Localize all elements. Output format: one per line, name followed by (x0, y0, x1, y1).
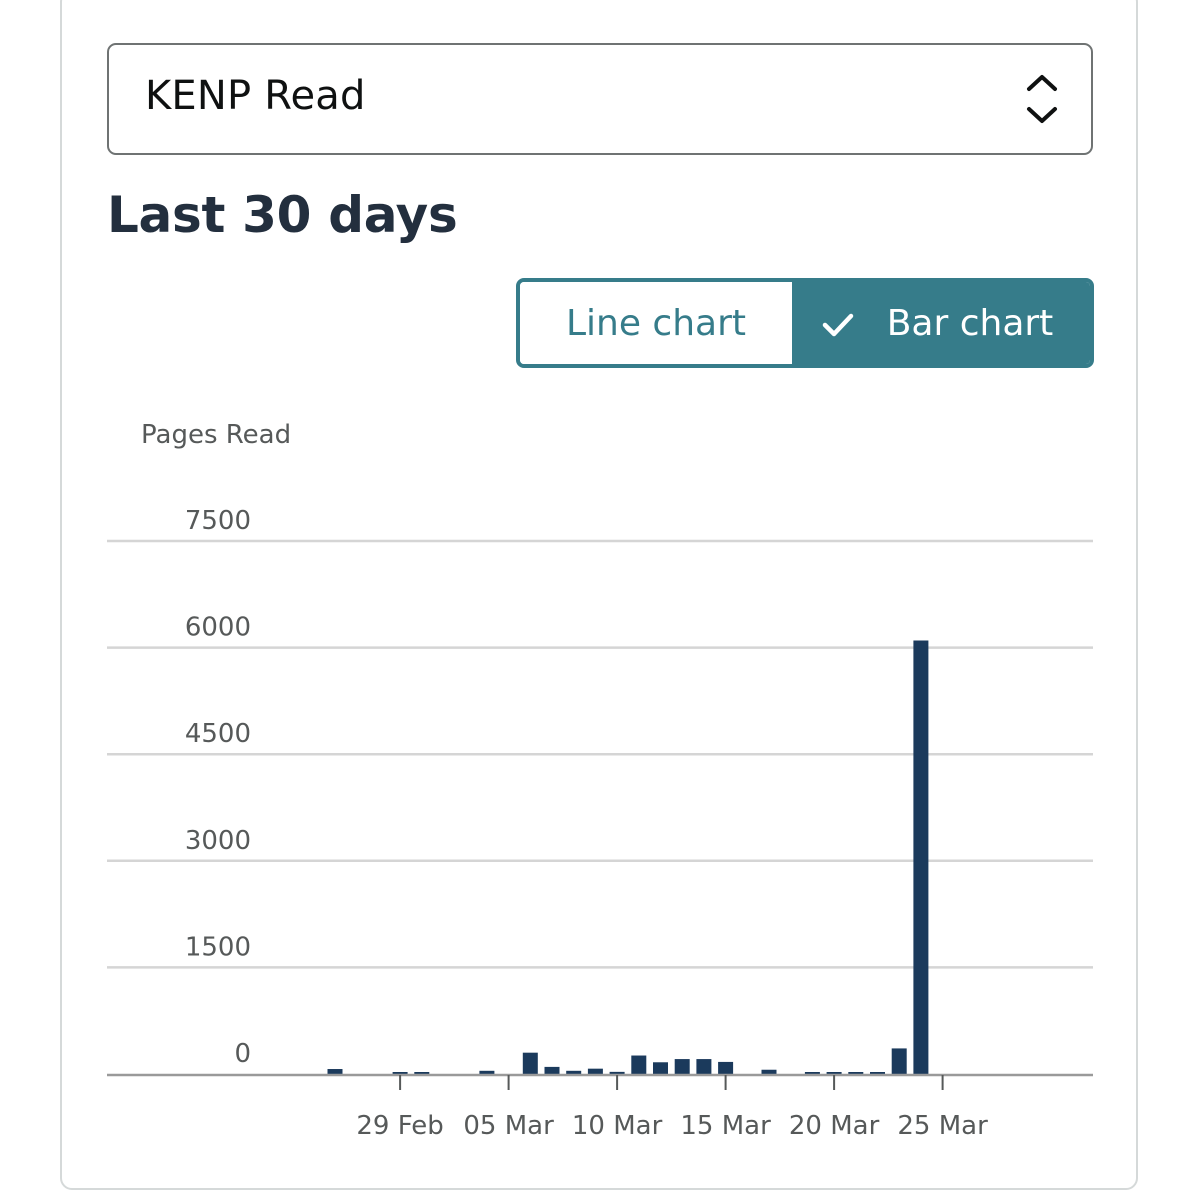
line-chart-button[interactable]: Line chart (520, 282, 792, 364)
up-down-chevron-icon (1025, 73, 1059, 125)
line-chart-label: Line chart (565, 302, 747, 344)
metric-select[interactable]: KENP Read (107, 43, 1093, 155)
bar-chart-button[interactable]: Bar chart (792, 282, 1090, 364)
metric-select-value: KENP Read (145, 73, 366, 119)
kenp-card (60, 0, 1138, 1190)
checkmark-icon (821, 308, 855, 338)
period-title: Last 30 days (107, 186, 458, 244)
bar-chart-label: Bar chart (886, 302, 1054, 344)
chart-type-toggle: Line chart Bar chart (516, 278, 1094, 368)
